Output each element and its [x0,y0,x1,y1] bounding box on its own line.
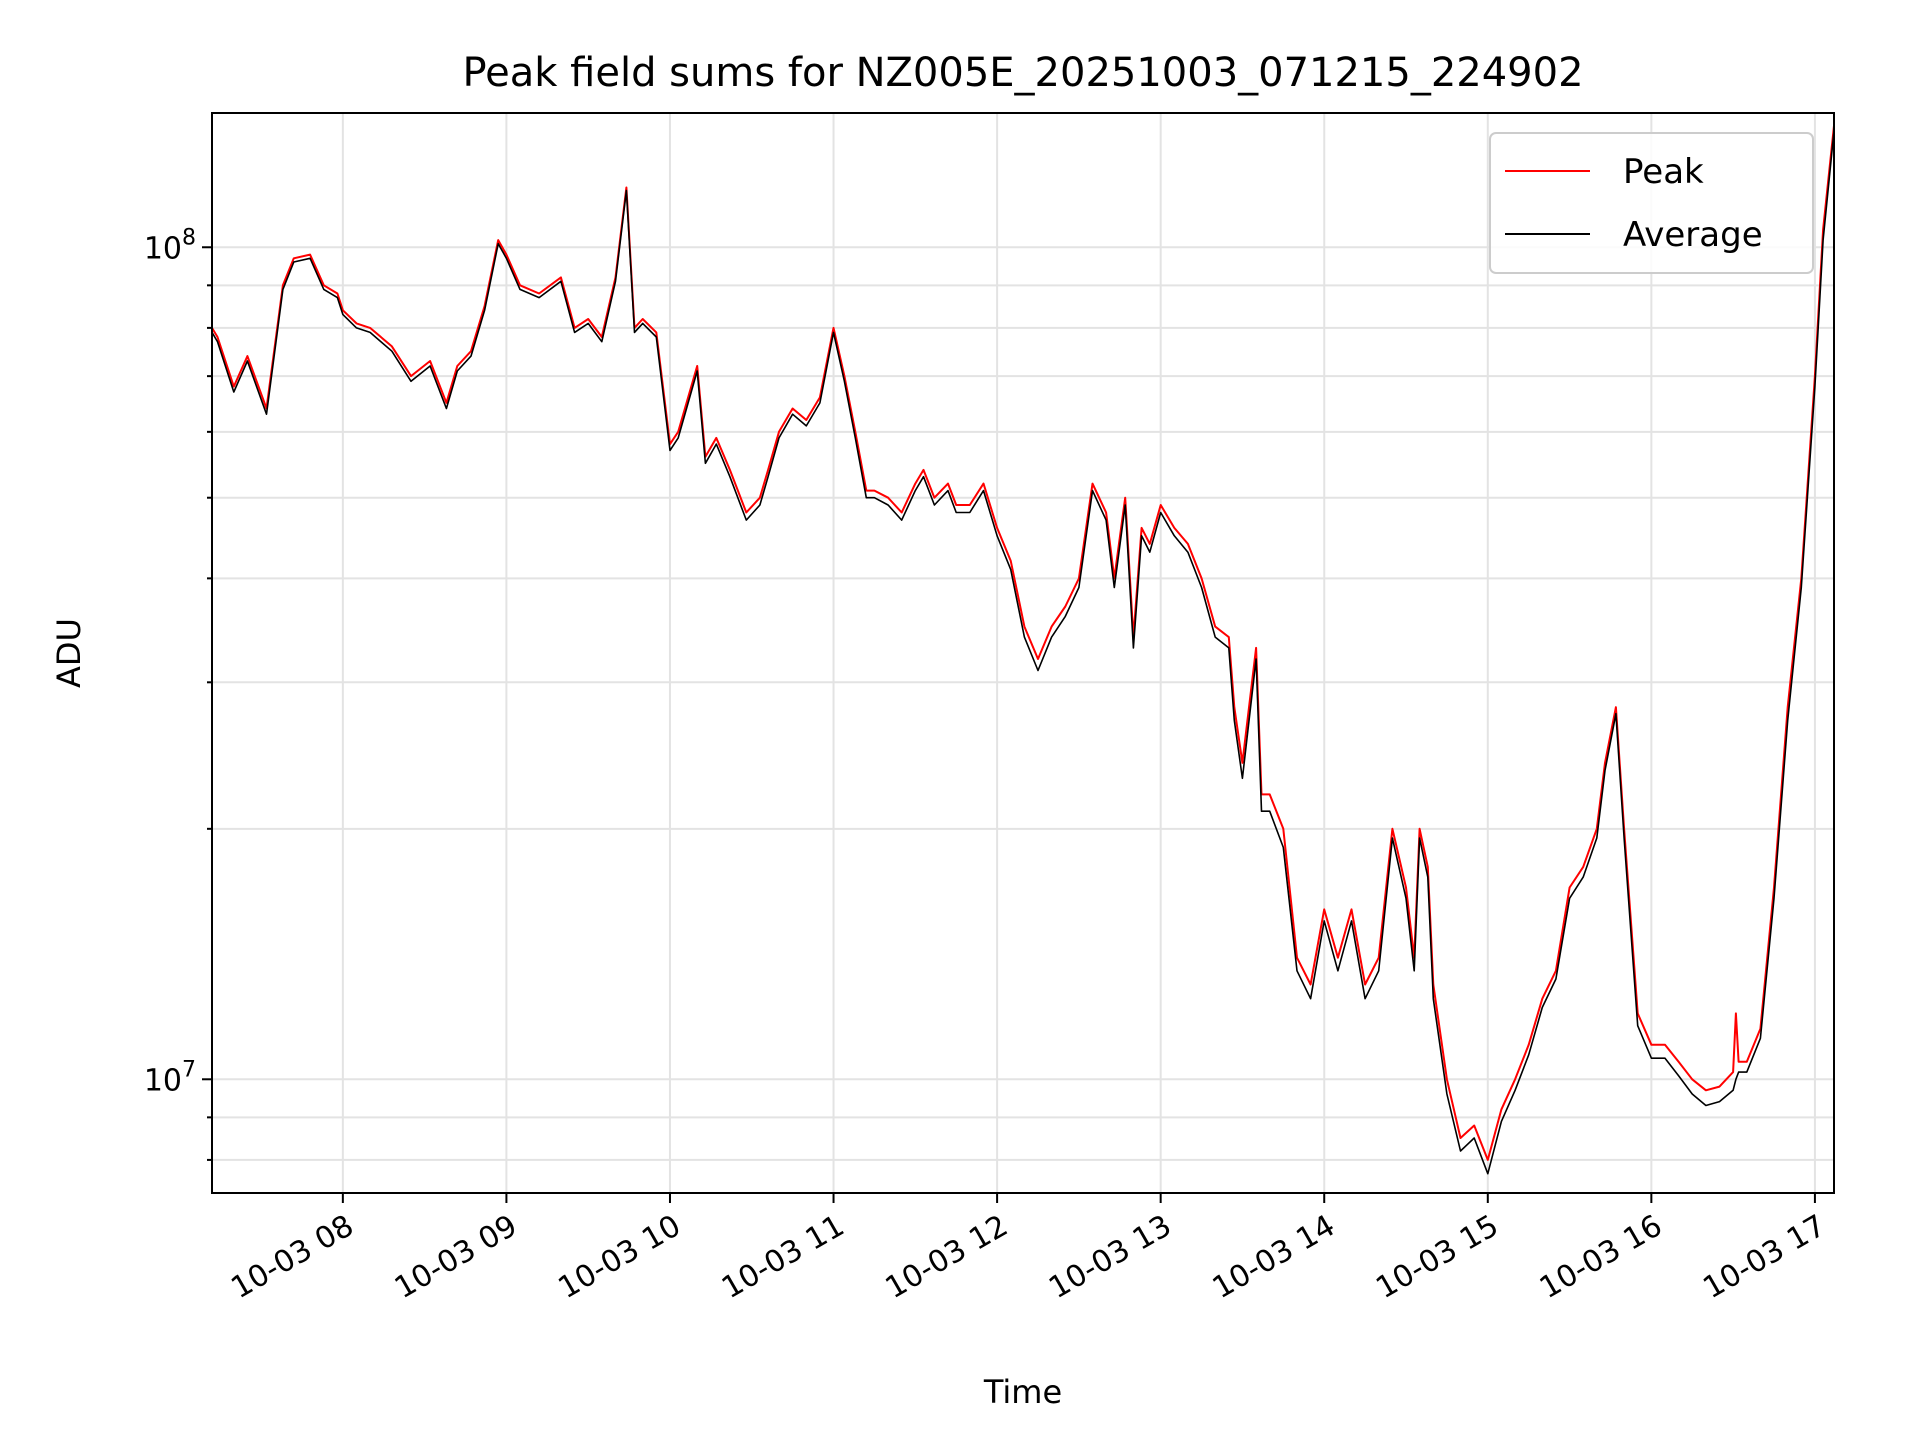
y-tick-label: 108 [144,225,196,266]
plot-frame [211,112,1835,1194]
legend: Peak Average [1489,132,1814,274]
chart-title: Peak field sums for NZ005E_20251003_0712… [462,50,1583,96]
grid [212,113,1834,1193]
legend-box [1489,132,1814,274]
series-line-average [211,130,1835,1175]
legend-average-label: Average [1623,215,1763,255]
plot-lines [211,125,1835,1175]
series-line-peak [211,125,1835,1161]
y-tick-label: 107 [144,1057,196,1098]
legend-peak-label: Peak [1623,152,1704,192]
x-axis-title: Time [983,1373,1062,1411]
y-axis-title: ADU [50,618,88,688]
